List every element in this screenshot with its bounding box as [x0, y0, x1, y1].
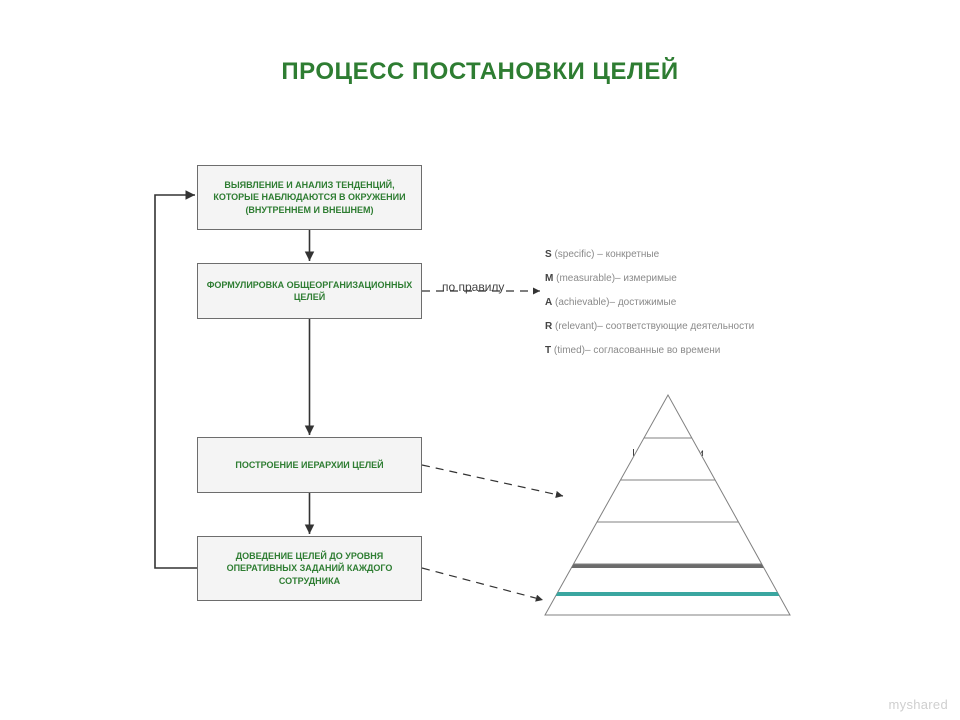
smart-item-t: T (timed)– согласованные во времени — [545, 339, 865, 363]
pyramid-label-1: Цели департамента — [622, 491, 715, 502]
flow-box-3: ПОСТРОЕНИЕ ИЕРАРХИИ ЦЕЛЕЙ — [197, 437, 422, 493]
pyramid-label-4: Цели сотрудников — [626, 600, 710, 611]
pyramid-label-3: Цели отдела — [639, 574, 698, 585]
pyramid-label-2: Цели подразделения — [619, 533, 717, 544]
flow-box-1: ВЫЯВЛЕНИЕ И АНАЛИЗ ТЕНДЕНЦИЙ, КОТОРЫЕ НА… — [197, 165, 422, 230]
flow-box-4: ДОВЕДЕНИЕ ЦЕЛЕЙ ДО УРОВНЯ ОПЕРАТИВНЫХ ЗА… — [197, 536, 422, 601]
pyramid-label-0: Цели компании — [632, 448, 703, 459]
page-title: ПРОЦЕСС ПОСТАНОВКИ ЦЕЛЕЙ — [0, 58, 960, 86]
smart-rule-label: по правилу — [442, 280, 504, 294]
flow-box-2: ФОРМУЛИРОВКА ОБЩЕОРГАНИЗАЦИОННЫХ ЦЕЛЕЙ — [197, 263, 422, 319]
smart-item-r: R (relevant)– соответствующие деятельнос… — [545, 315, 865, 339]
smart-item-m: M (measurable)– измеримые — [545, 267, 865, 291]
watermark: myshared — [889, 697, 948, 712]
smart-list: S (specific) – конкретные M (measurable)… — [545, 243, 865, 363]
smart-item-s: S (specific) – конкретные — [545, 243, 865, 267]
smart-item-a: A (achievable)– достижимые — [545, 291, 865, 315]
